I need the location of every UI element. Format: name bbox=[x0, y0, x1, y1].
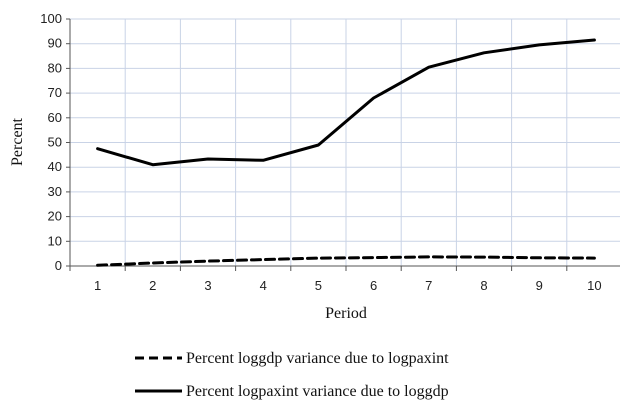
x-tick-label: 6 bbox=[370, 278, 377, 293]
y-tick-label: 80 bbox=[48, 60, 62, 75]
y-tick-label: 70 bbox=[48, 85, 62, 100]
x-tick-label: 4 bbox=[260, 278, 267, 293]
y-tick-label: 0 bbox=[55, 258, 62, 273]
y-axis-title: Percent bbox=[9, 117, 26, 166]
y-tick-label: 40 bbox=[48, 159, 62, 174]
y-tick-label: 90 bbox=[48, 36, 62, 51]
series-line-logpaxint bbox=[96, 38, 596, 167]
x-tick-label: 9 bbox=[536, 278, 543, 293]
x-tick-label: 2 bbox=[149, 278, 156, 293]
x-tick-label: 5 bbox=[315, 278, 322, 293]
series-lines bbox=[96, 38, 596, 267]
x-tick-label: 10 bbox=[587, 278, 601, 293]
axes bbox=[66, 18, 620, 271]
series-line-loggdp bbox=[96, 255, 596, 267]
legend: Percent loggdp variance due to logpaxint… bbox=[135, 350, 449, 400]
x-tick-label: 3 bbox=[204, 278, 211, 293]
legend-label-logpaxint: Percent logpaxint variance due to loggdp bbox=[186, 383, 449, 400]
y-tick-label: 60 bbox=[48, 110, 62, 125]
y-tick-label: 20 bbox=[48, 209, 62, 224]
x-tick-label: 1 bbox=[94, 278, 101, 293]
x-tick-label: 8 bbox=[480, 278, 487, 293]
y-tick-label: 10 bbox=[48, 233, 62, 248]
grid-lines bbox=[70, 18, 620, 266]
y-tick-label: 100 bbox=[40, 11, 62, 26]
x-tick-label: 7 bbox=[425, 278, 432, 293]
legend-label-loggdp: Percent loggdp variance due to logpaxint bbox=[186, 350, 449, 367]
y-tick-label: 50 bbox=[48, 135, 62, 150]
y-tick-labels: 0 10 20 30 40 50 60 70 80 90 100 bbox=[40, 11, 62, 273]
x-tick-labels: 1 2 3 4 5 6 7 8 9 10 bbox=[94, 278, 602, 293]
y-tick-label: 30 bbox=[48, 184, 62, 199]
x-axis-title: Period bbox=[325, 305, 367, 322]
